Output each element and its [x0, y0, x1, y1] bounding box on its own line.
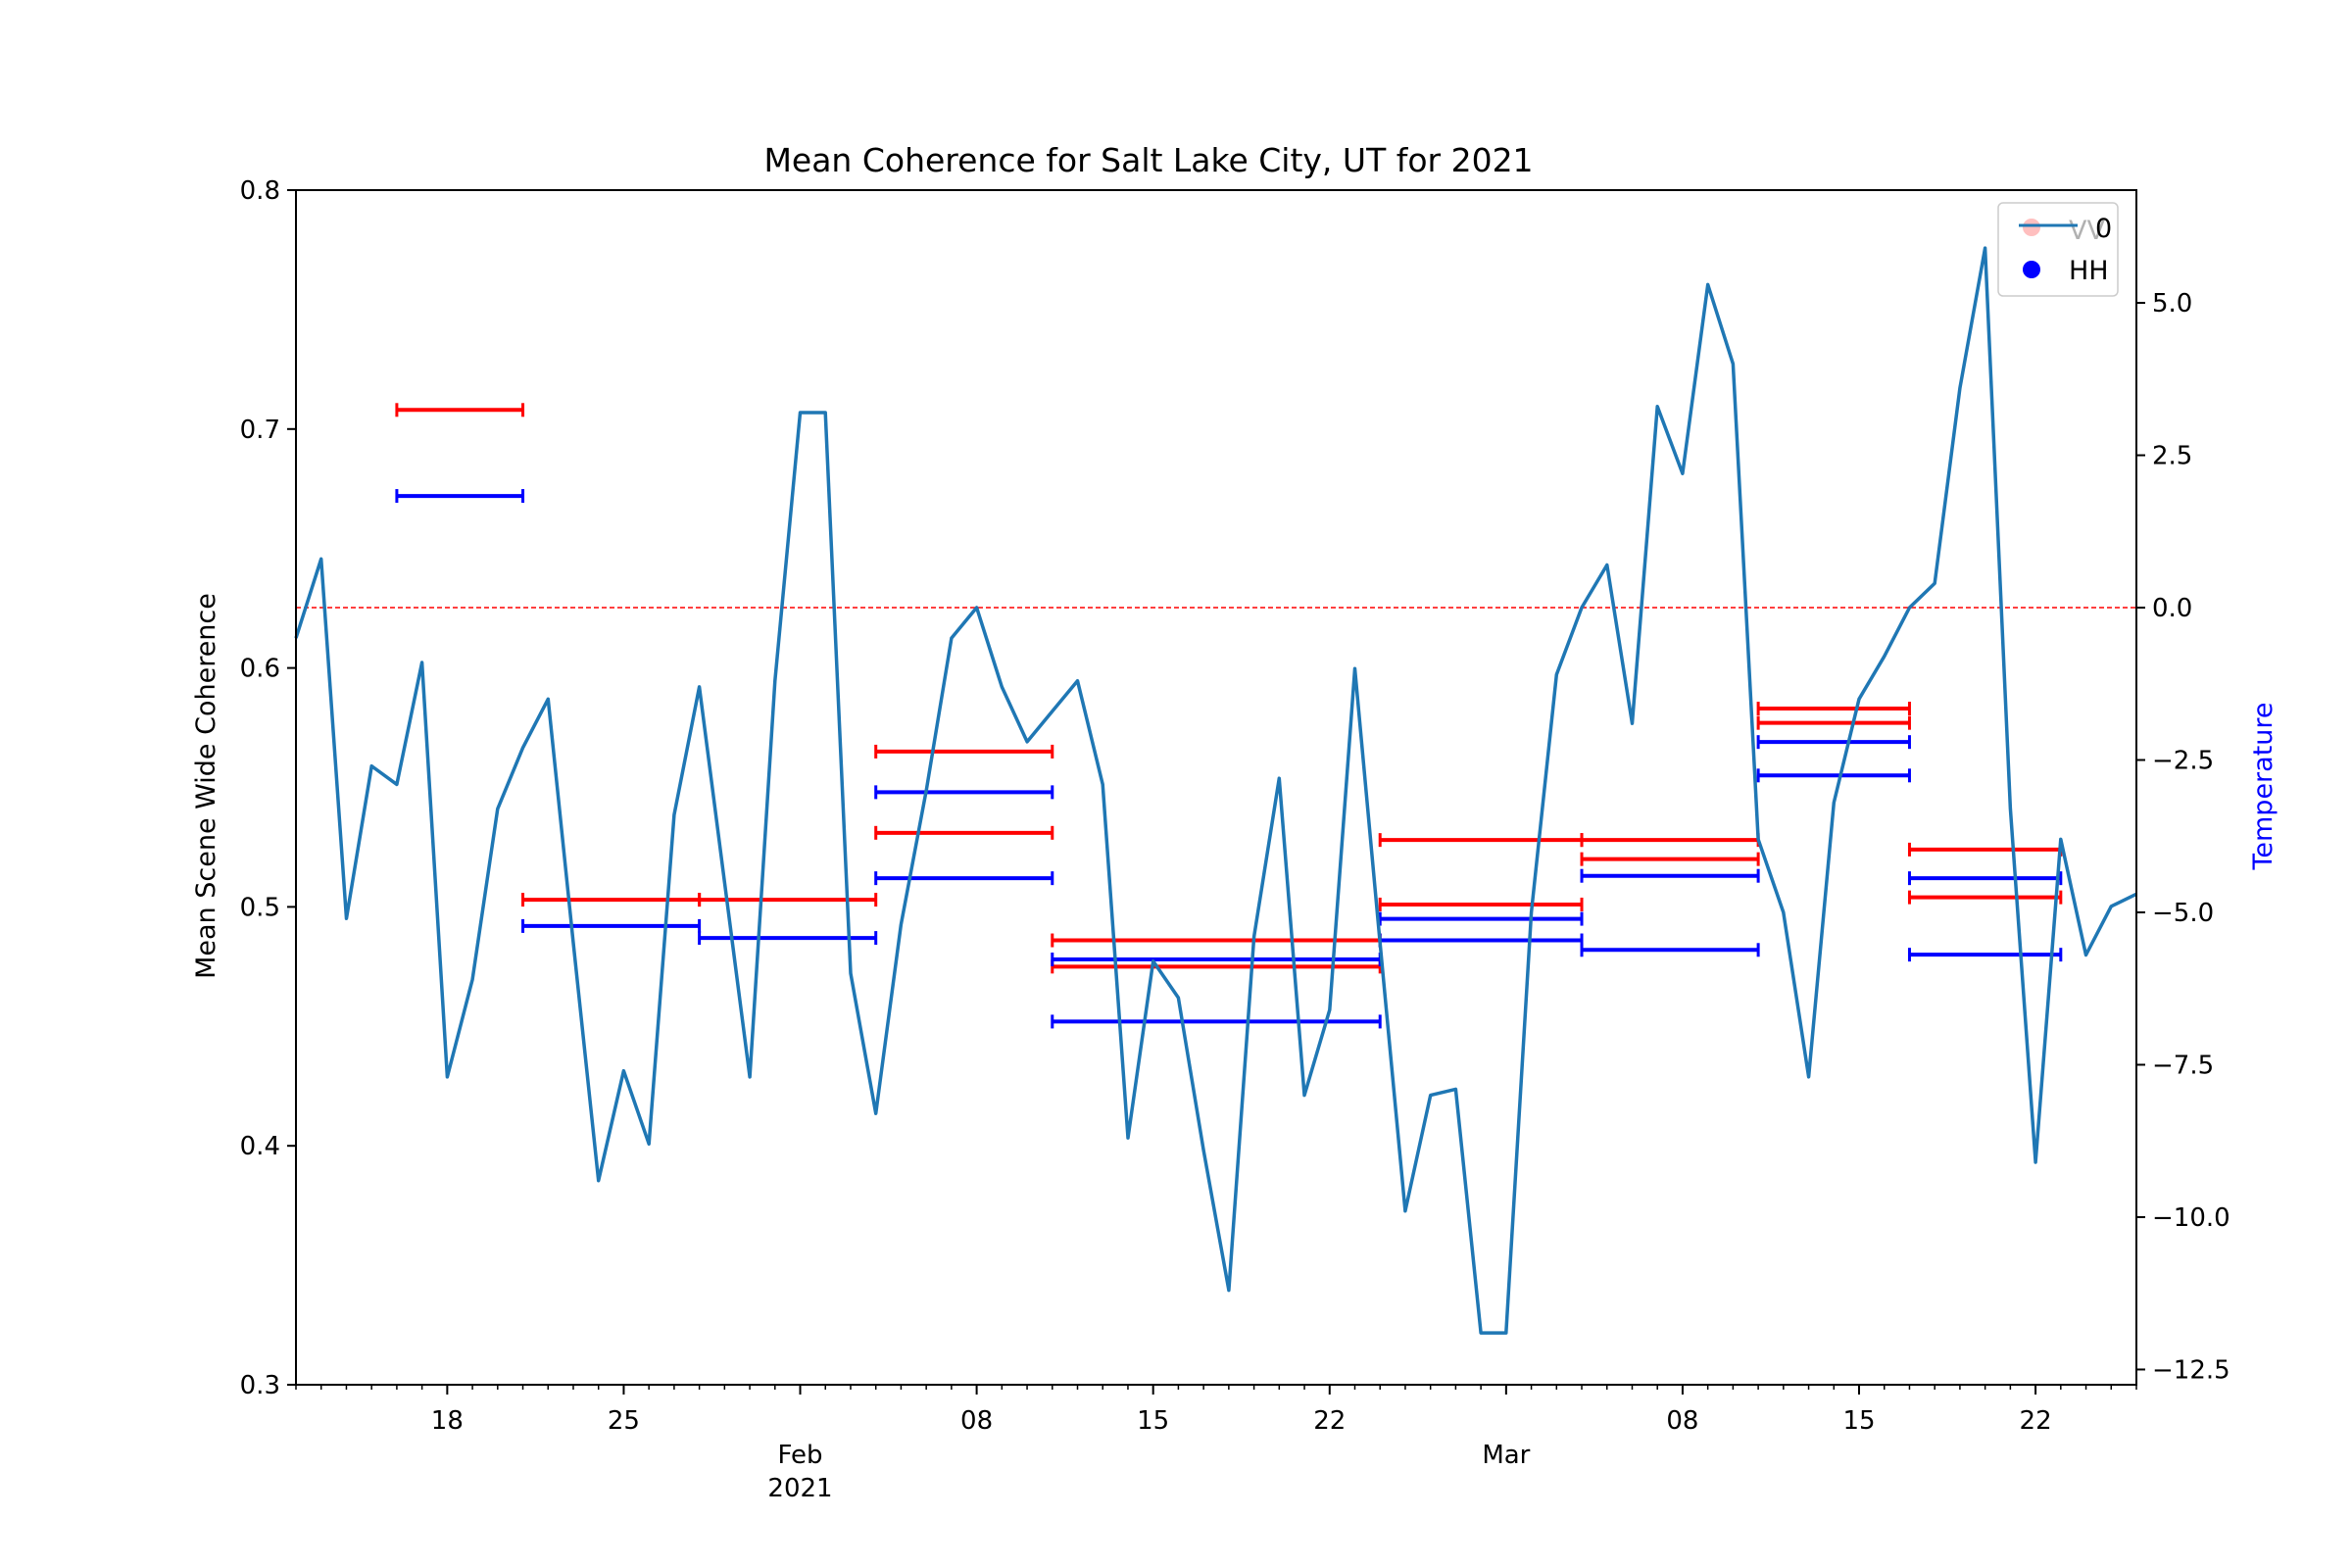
y-tick-label: 0.6 — [240, 655, 280, 684]
y2-axis-label: Temperature — [2248, 702, 2278, 870]
hh-interval-14 — [1907, 948, 2063, 962]
y2-tick-label: −7.5 — [2152, 1051, 2214, 1080]
vv-interval-11 — [1756, 702, 1911, 716]
hh-interval-10 — [1580, 943, 1760, 957]
vv-interval-3 — [874, 744, 1054, 759]
x-tick-label: 08 — [960, 1406, 993, 1436]
legend-temperature-label: 0 — [2095, 214, 2112, 244]
y-tick-label: 0.7 — [240, 416, 280, 445]
legend-vv-label: VV — [2069, 216, 2105, 246]
x-tick-label: Feb — [777, 1441, 822, 1470]
y-tick-label: 0.5 — [240, 893, 280, 922]
temperature-line — [294, 246, 2137, 1335]
x-tick-label: 15 — [1137, 1406, 1169, 1436]
hh-interval-11 — [1756, 735, 1911, 750]
vv-interval-10 — [1580, 852, 1760, 866]
hh-interval-0 — [395, 489, 525, 504]
vv-interval-14 — [1907, 890, 2063, 905]
x-tick-label: 08 — [1666, 1406, 1698, 1436]
hh-interval-4 — [874, 871, 1054, 886]
hh-interval-12 — [1756, 768, 1911, 783]
y2-tick-label: −5.0 — [2152, 899, 2214, 928]
x-tick-label: 15 — [1842, 1406, 1875, 1436]
y2-tick-label: −12.5 — [2152, 1355, 2230, 1385]
hh-interval-1 — [521, 918, 702, 933]
legend-hh-marker — [2023, 261, 2040, 278]
plot-area — [294, 246, 2137, 1335]
x-tick-label: 25 — [608, 1406, 640, 1436]
x-tick-label: 2021 — [767, 1474, 832, 1503]
hh-interval-2 — [698, 931, 878, 946]
y-tick-label: 0.4 — [240, 1132, 280, 1161]
y2-tick-label: −10.0 — [2152, 1203, 2230, 1233]
vv-interval-0 — [395, 403, 525, 417]
y-tick-label: 0.8 — [240, 176, 280, 206]
axes: 0.3 0.4 0.5 0.6 0.7 0.8 −12.5 −10.0 −7.5 −5.0 −2.5… — [240, 176, 2230, 1503]
y2-tick-label: −2.5 — [2152, 747, 2214, 776]
y2-tick-label: 2.5 — [2152, 442, 2192, 471]
y-tick-label: 0.3 — [240, 1371, 280, 1400]
hh-interval-9 — [1580, 868, 1760, 883]
hh-interval-13 — [1907, 871, 2063, 886]
chart-title: Mean Coherence for Salt Lake City, UT fo… — [763, 141, 1533, 179]
x-tick-label: 22 — [1313, 1406, 1346, 1436]
hh-interval-7 — [1378, 911, 1584, 926]
vv-interval-4 — [874, 825, 1054, 840]
y-axis-label: Mean Scene Wide Coherence — [191, 593, 221, 979]
x-tick-label: 18 — [431, 1406, 464, 1436]
y2-tick-label: 0.0 — [2152, 594, 2192, 623]
legend: VV 0 HH — [1997, 202, 2119, 297]
vv-interval-12 — [1756, 715, 1911, 730]
vv-interval-8 — [1378, 897, 1584, 911]
plot-frame — [295, 189, 2137, 1386]
hh-interval-3 — [874, 785, 1054, 800]
x-tick-label: 22 — [2020, 1406, 2052, 1436]
x-tick-label: Mar — [1482, 1441, 1530, 1470]
legend-vv-marker — [2023, 219, 2040, 236]
y2-tick-label: 5.0 — [2152, 289, 2192, 318]
legend-hh-label: HH — [2069, 256, 2109, 286]
